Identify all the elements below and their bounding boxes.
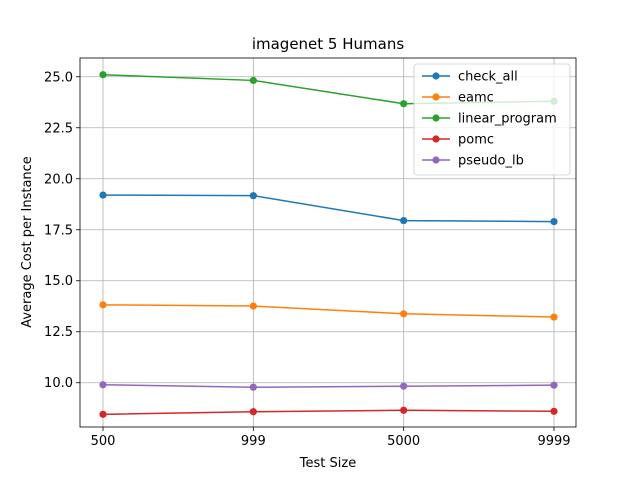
grid-lines (80, 58, 576, 427)
legend-label: pseudo_lb (458, 154, 524, 169)
axes-frame (79, 57, 577, 428)
data-point-pseudo_lb (400, 382, 408, 390)
legend-swatch-marker (432, 114, 440, 122)
data-point-linear_program (400, 100, 408, 108)
y-tick-label: 22.5 (44, 121, 73, 136)
legend-item-eamc: eamc (422, 91, 494, 106)
legend-swatch-marker (432, 72, 440, 80)
series-check_all (99, 191, 558, 226)
data-point-pseudo_lb (249, 383, 257, 391)
legend-item-pseudo_lb: pseudo_lb (422, 154, 524, 169)
data-point-pomc (99, 410, 107, 418)
x-tick-label: 999 (241, 434, 266, 449)
data-point-eamc (400, 310, 408, 318)
data-point-check_all (400, 216, 408, 225)
x-tick-label: 5000 (387, 434, 420, 449)
y-tick-label: 15.0 (44, 274, 73, 289)
legend-swatch-marker (432, 156, 440, 164)
data-point-check_all (249, 192, 257, 200)
chart-title: imagenet 5 Humans (252, 35, 405, 53)
y-tick-label: 12.5 (44, 325, 73, 340)
series-pseudo_lb (99, 381, 558, 391)
data-point-pomc (550, 407, 558, 415)
series-eamc (99, 301, 558, 321)
legend-item-check_all: check_all (422, 70, 518, 85)
data-point-check_all (550, 217, 558, 226)
y-axis: 10.0 12.5 15.0 17.5 20.0 22.5 25.0 (44, 70, 80, 391)
data-point-eamc (249, 302, 257, 310)
data-point-linear_program (99, 71, 107, 79)
series-line-check_all (102, 194, 555, 223)
legend-item-pomc: pomc (422, 133, 494, 148)
data-point-eamc (550, 313, 558, 321)
data-point-pseudo_lb (550, 381, 558, 389)
y-axis-label: Average Cost per Instance (20, 156, 35, 328)
y-tick-label: 10.0 (44, 376, 73, 391)
series-line-pomc (102, 409, 555, 416)
series-pomc (99, 406, 558, 418)
series-line-pseudo_lb (102, 384, 555, 388)
legend-label: pomc (458, 133, 494, 148)
legend-box (413, 63, 571, 176)
y-tick-label: 17.5 (44, 223, 73, 238)
legend-label: eamc (458, 91, 494, 106)
data-point-pomc (249, 408, 257, 416)
data-point-pseudo_lb (99, 381, 107, 389)
legend-swatch-marker (432, 93, 440, 101)
data-point-eamc (99, 301, 107, 309)
x-tick-label: 9999 (537, 434, 570, 449)
x-axis: 500 999 5000 9999 (91, 427, 571, 449)
series-line-eamc (102, 304, 555, 318)
data-point-check_all (99, 191, 107, 199)
legend-label: check_all (458, 70, 518, 85)
x-axis-label: Test Size (299, 456, 356, 471)
data-point-pomc (400, 406, 408, 414)
legend-label: linear_program (458, 112, 557, 127)
legend-swatch-marker (432, 135, 440, 143)
x-tick-label: 500 (91, 434, 116, 449)
data-point-linear_program (249, 76, 257, 85)
y-tick-label: 25.0 (44, 70, 73, 85)
legend-item-linear_program: linear_program (422, 112, 557, 127)
y-tick-label: 20.0 (44, 172, 73, 187)
